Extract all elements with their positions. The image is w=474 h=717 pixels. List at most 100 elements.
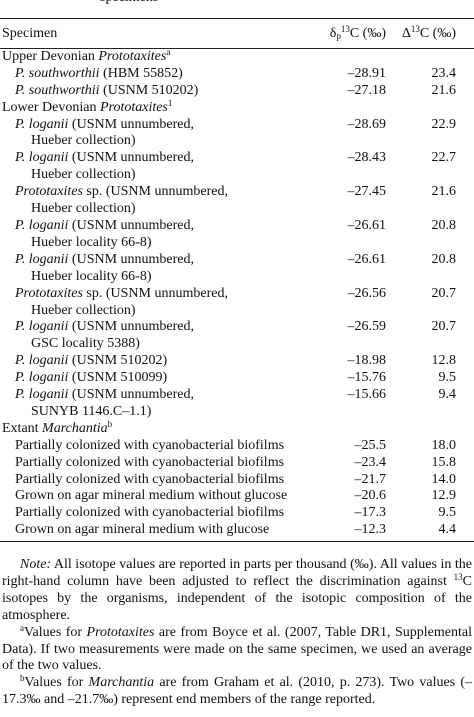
- specimen-cell: Partially colonized with cyanobacterial …: [0, 472, 296, 489]
- table-body: Upper Devonian Prototaxitesa P. southwort…: [0, 47, 474, 543]
- specimen-cell: Prototaxites sp. (USNM unnumbered, Hueber…: [0, 184, 296, 218]
- delta-value: –17.3: [354, 505, 387, 521]
- Delta-value: 20.7: [431, 285, 457, 301]
- specimen-text: Partially colonized with cyanobacterial …: [15, 437, 285, 453]
- specimen-row: Grown on agar mineral medium with glucos…: [0, 522, 474, 543]
- delta-value: –15.66: [347, 387, 387, 403]
- Delta-value: 12.8: [431, 353, 457, 369]
- Delta-value: 23.4: [431, 65, 457, 81]
- specimen-cell: Partially colonized with cyanobacterial …: [0, 455, 296, 472]
- specimen-row: P. loganii (USNM unnumbered, GSC locality…: [0, 319, 474, 353]
- header-cell: δp13C (‰): [296, 18, 386, 49]
- data-table: Specimen δp13C (‰) Δ13C (‰) Upper Devonian…: [0, 18, 474, 543]
- note-text: Values for: [24, 675, 89, 691]
- specimen-text: sp. (USNM unnumbered,: [82, 184, 228, 200]
- delta-value: –26.56: [347, 285, 387, 301]
- specimen-text: Grown on agar mineral medium without glu…: [15, 488, 288, 504]
- note: bValues for Marchantia are from Graham e…: [2, 674, 472, 709]
- specimen-line2: Hueber locality 66-8): [31, 268, 152, 284]
- delta-value: –12.3: [296, 522, 386, 543]
- specimen-cell: Partially colonized with cyanobacterial …: [0, 438, 296, 455]
- delta-value: –27.45: [347, 184, 387, 200]
- delta-value: –26.61: [347, 251, 387, 267]
- specimen-row: Partially colonized with cyanobacterial …: [0, 472, 474, 489]
- note-text: are from Boyce et al. (2007, Table DR1, …: [2, 624, 472, 674]
- specimen-text: (USNM unnumbered,: [68, 217, 195, 233]
- specimen-line2: Hueber locality 66-8): [31, 234, 152, 250]
- specimen-cell: P. loganii (USNM unnumbered, Hueber local…: [0, 218, 296, 252]
- specimen-text: (USNM unnumbered,: [68, 319, 195, 335]
- group-italic: Prototaxites: [99, 99, 168, 115]
- group-title: Upper Devonian Prototaxitesa: [0, 47, 474, 65]
- delta-value: –23.4: [354, 454, 387, 470]
- header-symbol: Δ: [401, 26, 411, 41]
- Delta-value: 21.6: [431, 184, 457, 200]
- delta-value: –21.7: [354, 471, 387, 487]
- group-title: Extant Marchantiab: [0, 419, 474, 438]
- delta-value: –26.59: [347, 319, 387, 335]
- header-text: Specimen: [2, 26, 58, 41]
- specimen-italic: P. loganii: [15, 353, 69, 369]
- specimen-text: Partially colonized with cyanobacterial …: [15, 471, 285, 487]
- note-text: C isotopes by the organisms, independent…: [2, 573, 472, 623]
- group-italic: Prototaxites: [98, 48, 167, 64]
- delta-value: –15.76: [347, 370, 387, 386]
- specimen-italic: P. southworthii: [15, 82, 100, 98]
- header-row: Specimen δp13C (‰) Δ13C (‰): [0, 18, 474, 49]
- specimen-text: (USNM 510202): [68, 353, 168, 369]
- note-text: Values for: [24, 624, 87, 640]
- specimen-line2: GSC locality 5388): [31, 336, 140, 352]
- specimen-cell: P. loganii (USNM unnumbered, Hueber colle…: [0, 150, 296, 184]
- specimen-cell: P. loganii (USNM 510202): [0, 353, 296, 370]
- specimen-text: (USNM 510099): [68, 370, 168, 386]
- group-text: Lower Devonian: [2, 99, 100, 115]
- Delta-value: 21.6: [431, 82, 457, 98]
- specimen-italic: Prototaxites: [15, 184, 83, 200]
- header-cell: Specimen: [0, 18, 296, 49]
- note-label: Note:: [20, 557, 52, 572]
- specimen-row: P. loganii (USNM 510202) –18.98 12.8: [0, 353, 474, 370]
- specimen-italic: P. loganii: [15, 370, 69, 386]
- Delta-value: 12.9: [431, 488, 457, 504]
- group-text: Extant: [2, 420, 43, 436]
- specimen-italic: P. loganii: [15, 387, 69, 403]
- specimen-cell: Grown on agar mineral medium with glucos…: [0, 522, 296, 543]
- specimen-italic: P. loganii: [15, 116, 69, 132]
- specimen-line2: Hueber collection): [31, 167, 136, 183]
- note-mark: a: [20, 622, 24, 633]
- header-symbol: δ: [329, 26, 337, 41]
- specimen-cell: P. loganii (USNM unnumbered, Hueber local…: [0, 252, 296, 286]
- header-text: C (‰): [419, 26, 456, 41]
- specimen-text: (HBM 55852): [99, 65, 183, 81]
- specimen-cell: Prototaxites sp. (USNM unnumbered, Hueber…: [0, 286, 296, 320]
- specimen-cell: P. loganii (USNM unnumbered, Hueber colle…: [0, 117, 296, 151]
- specimen-row: P. loganii (USNM unnumbered, Hueber local…: [0, 218, 474, 252]
- delta-value: –28.69: [347, 116, 387, 132]
- group-text: Upper Devonian: [2, 48, 99, 64]
- Delta-value: 4.4: [386, 522, 474, 543]
- specimen-row: P. loganii (USNM 510099) –15.76 9.5: [0, 370, 474, 387]
- specimen-cell: Partially colonized with cyanobacterial …: [0, 505, 296, 522]
- specimen-italic: Prototaxites: [15, 285, 83, 301]
- header-cell: Δ13C (‰): [386, 18, 474, 49]
- group-row: Lower Devonian Prototaxites1: [0, 98, 474, 117]
- delta-value: –25.5: [354, 437, 387, 453]
- delta-value: –27.18: [347, 82, 387, 98]
- note: Note: All isotope values are reported in…: [2, 557, 472, 625]
- header-sup: 13: [340, 24, 350, 34]
- header-sub: p: [336, 31, 341, 41]
- table-header: Specimen δp13C (‰) Δ13C (‰): [0, 18, 474, 49]
- Delta-value: 9.4: [438, 387, 457, 403]
- specimen-cell: Grown on agar mineral medium without glu…: [0, 488, 296, 505]
- specimen-italic: P. loganii: [15, 150, 69, 166]
- specimen-row: P. southworthii (HBM 55852) –28.91 23.4: [0, 66, 474, 83]
- specimen-line2: Hueber collection): [31, 302, 136, 318]
- note-sup: 13: [453, 571, 463, 582]
- specimen-text: sp. (USNM unnumbered,: [82, 285, 228, 301]
- specimen-cell: P. loganii (USNM 510099): [0, 370, 296, 387]
- Delta-value: 14.0: [431, 471, 457, 487]
- group-row: Upper Devonian Prototaxitesa: [0, 47, 474, 65]
- specimen-italic: P. loganii: [15, 217, 69, 233]
- note: aValues for Prototaxites are from Boyce …: [2, 622, 472, 676]
